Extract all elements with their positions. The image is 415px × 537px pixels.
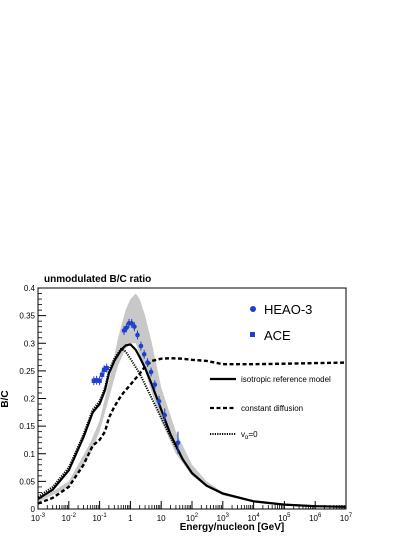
point-heao-3 <box>145 360 150 365</box>
y-tick-label: 0.4 <box>24 284 36 293</box>
point-heao-3 <box>129 321 134 326</box>
x-tick-label: 105 <box>278 513 291 523</box>
y-tick-label: 0.15 <box>19 422 35 431</box>
point-ace <box>94 378 99 383</box>
x-tick-label: 103 <box>217 513 230 523</box>
y-tick-label: 0.2 <box>24 395 36 404</box>
point-ace <box>104 365 109 371</box>
x-axis-label: Energy/nucleon [GeV] <box>180 522 284 533</box>
y-tick-label: 0.25 <box>19 367 35 376</box>
x-tick-label: 106 <box>309 513 322 523</box>
point-heao-3 <box>124 325 129 331</box>
legend-marker-heao3 <box>250 306 256 312</box>
series-v-alpha-0 <box>37 347 347 508</box>
legend-label-ace: ACE <box>264 328 291 343</box>
y-axis-label: B/C <box>0 390 11 407</box>
y-tick-label: 0.05 <box>19 477 35 486</box>
x-tick-label: 104 <box>247 513 260 523</box>
x-tick-label: 10-1 <box>92 513 107 523</box>
point-ace <box>91 378 97 384</box>
y-tick-label: 0.3 <box>24 339 36 348</box>
x-tick-label: 1 <box>128 514 133 523</box>
point-ace <box>97 378 102 384</box>
point-heao-3 <box>132 324 137 329</box>
point-heao-3 <box>152 382 158 387</box>
x-tick-label: 102 <box>186 513 199 523</box>
legend-label-heao3: HEAO-3 <box>264 302 312 317</box>
x-tick-label: 10-3 <box>31 513 46 523</box>
x-tick-label: 107 <box>340 513 353 523</box>
x-tick-label: 10 <box>157 514 166 523</box>
point-heao-3 <box>135 332 140 338</box>
legend-label-isotropic: isotropic reference model <box>241 375 331 384</box>
legend-label-valpha0: vα=0 <box>241 430 258 441</box>
point-heao-3 <box>148 369 154 375</box>
point-ace <box>99 372 105 377</box>
point-heao-3 <box>156 398 162 404</box>
x-tick-label: 10-2 <box>62 513 77 523</box>
point-heao-3 <box>141 352 147 357</box>
point-heao-3 <box>175 440 181 446</box>
legend-marker-ace <box>250 332 255 337</box>
point-heao-3 <box>162 412 168 418</box>
y-tick-label: 0.1 <box>24 450 36 459</box>
legend-label-constant-diffusion: constant diffusion <box>241 404 303 413</box>
y-tick-label: 0.35 <box>19 312 35 321</box>
y-tick-label: 0 <box>31 505 36 514</box>
point-ace <box>101 367 107 372</box>
point-heao-3 <box>138 343 144 349</box>
chart-title: unmodulated B/C ratio <box>44 274 151 285</box>
series-isotropic-reference-model <box>37 343 347 508</box>
